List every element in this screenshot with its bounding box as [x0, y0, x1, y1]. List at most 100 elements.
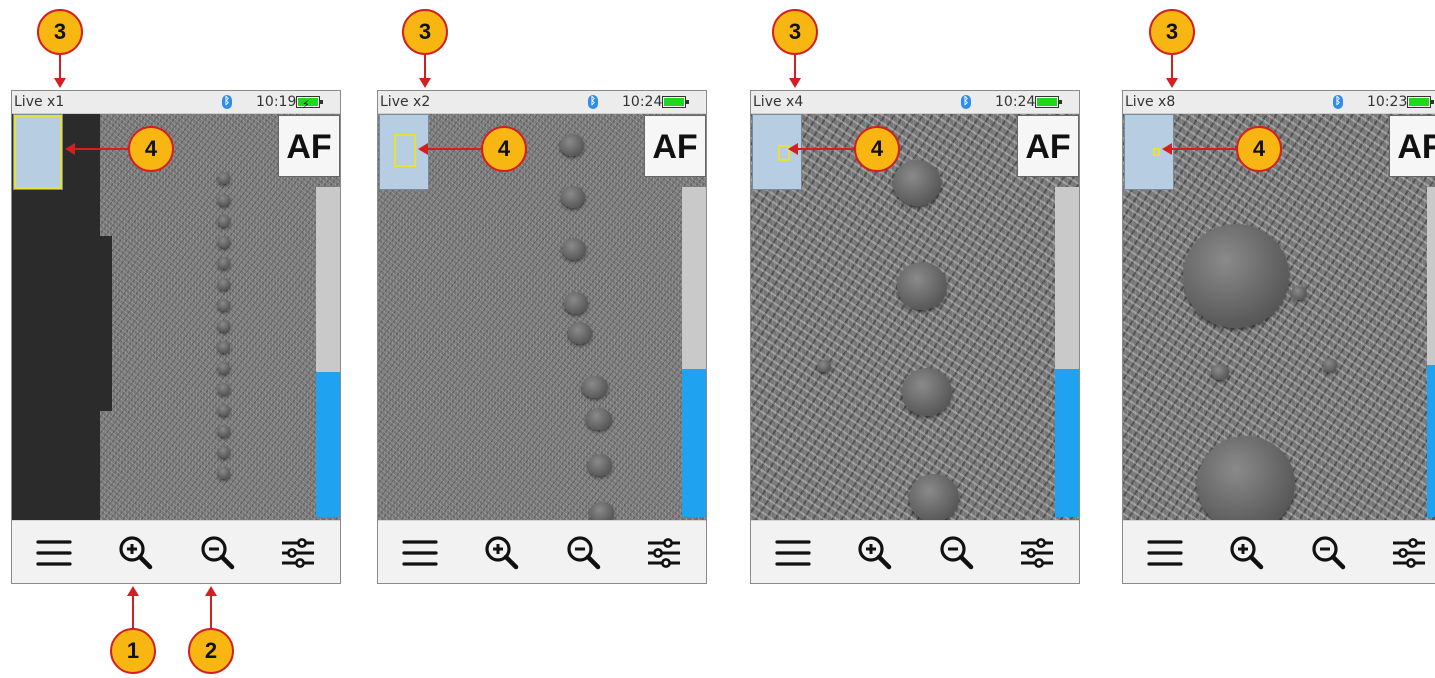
roi-frame: [14, 115, 62, 189]
bottom-toolbar: [12, 520, 340, 583]
settings-sliders-icon: [282, 538, 314, 568]
autofocus-button[interactable]: AF: [278, 115, 340, 177]
weld-spot: [582, 376, 608, 398]
weld-spot: [897, 262, 947, 310]
weld-spot: [218, 215, 230, 227]
weld-spot: [218, 362, 230, 374]
menu-button[interactable]: [773, 533, 813, 573]
settings-button[interactable]: [644, 533, 684, 573]
callout-4: 4: [481, 126, 527, 172]
autofocus-button[interactable]: AF: [1017, 115, 1079, 177]
weld-spot: [1197, 436, 1295, 523]
callout-3: 3: [37, 9, 83, 55]
zoom-in-button[interactable]: [116, 533, 156, 573]
weld-spot: [218, 172, 230, 184]
callout-arrowhead: [418, 143, 428, 155]
settings-sliders-icon: [1393, 538, 1425, 568]
weld-spot: [218, 236, 230, 248]
callout-arrow: [1171, 55, 1173, 79]
weld-spot: [893, 160, 941, 206]
callout-arrow: [59, 55, 61, 79]
weld-spot: [588, 454, 612, 476]
clock: 10:24: [995, 94, 1036, 110]
autofocus-button[interactable]: AF: [1389, 115, 1435, 177]
settings-button[interactable]: [278, 533, 318, 573]
callout-1: 1: [110, 628, 156, 674]
zoom-in-icon: [119, 536, 153, 570]
weld-spot: [1183, 224, 1289, 328]
bottom-toolbar: [1123, 520, 1435, 583]
zoom-out-button[interactable]: [564, 533, 604, 573]
live-camera-view[interactable]: [378, 114, 706, 523]
callout-arrowhead: [1162, 143, 1172, 155]
callout-arrow: [74, 148, 129, 150]
autofocus-button[interactable]: AF: [644, 115, 706, 177]
callout-3: 3: [402, 9, 448, 55]
callout-arrowhead: [127, 586, 139, 596]
callout-arrowhead: [788, 143, 798, 155]
weld-spot: [586, 408, 612, 430]
weld-spot: [560, 134, 584, 156]
callout-4: 4: [1236, 126, 1282, 172]
callout-arrowhead: [54, 78, 66, 88]
menu-button[interactable]: [1145, 533, 1185, 573]
callout-arrow: [132, 595, 134, 629]
weld-spot: [218, 383, 230, 395]
settings-button[interactable]: [1017, 533, 1057, 573]
bluetooth-icon: ᛒ: [1333, 95, 1343, 109]
callout-arrow: [424, 55, 426, 79]
zoom-out-icon: [567, 536, 601, 570]
status-bar: Live x4 ᛒ 10:24: [751, 91, 1079, 114]
zoom-out-icon: [201, 536, 235, 570]
callout-arrow: [427, 148, 482, 150]
zoom-in-button[interactable]: [1227, 533, 1267, 573]
debris-spot: [1211, 364, 1229, 380]
zoom-out-button[interactable]: [1309, 533, 1349, 573]
callout-arrowhead: [205, 586, 217, 596]
callout-arrowhead: [65, 143, 75, 155]
status-bar: Live x2 ᛒ 10:24: [378, 91, 706, 114]
menu-button[interactable]: [400, 533, 440, 573]
live-camera-view[interactable]: [1123, 114, 1435, 523]
focus-bar-fill: [1055, 368, 1079, 517]
status-bar: Live x8 ᛒ 10:23: [1123, 91, 1435, 114]
callout-arrow: [797, 148, 855, 150]
clock: 10:24: [622, 94, 663, 110]
bottom-toolbar: [378, 520, 706, 583]
callout-arrowhead: [789, 78, 801, 88]
debris-spot: [1323, 358, 1337, 372]
zoom-in-button[interactable]: [855, 533, 895, 573]
device-screen-x2: Live x2 ᛒ 10:24 AF: [377, 90, 707, 584]
callout-4: 4: [128, 126, 174, 172]
menu-button[interactable]: [34, 533, 74, 573]
battery-icon: [1407, 96, 1434, 108]
clock: 10:23: [1367, 94, 1408, 110]
settings-button[interactable]: [1389, 533, 1429, 573]
zoom-in-icon: [858, 536, 892, 570]
weld-spot: [218, 446, 230, 458]
zoom-out-button[interactable]: [198, 533, 238, 573]
menu-icon: [402, 540, 438, 566]
roi-frame: [1153, 148, 1160, 156]
focus-bar-fill: [682, 368, 706, 517]
menu-icon: [36, 540, 72, 566]
weld-spot: [218, 425, 230, 437]
callout-arrow: [210, 595, 212, 629]
settings-sliders-icon: [1021, 538, 1053, 568]
zoom-out-icon: [940, 536, 974, 570]
live-camera-view[interactable]: [751, 114, 1079, 523]
zoom-out-icon: [1312, 536, 1346, 570]
settings-sliders-icon: [648, 538, 680, 568]
callout-arrowhead: [419, 78, 431, 88]
live-camera-view[interactable]: [12, 114, 340, 523]
callout-2: 2: [188, 628, 234, 674]
callout-4: 4: [854, 126, 900, 172]
zoom-in-button[interactable]: [482, 533, 522, 573]
callout-arrow: [1171, 148, 1237, 150]
focus-bar-fill: [316, 371, 340, 517]
status-bar: Live x1 ᛒ 10:19 ⚡: [12, 91, 340, 114]
device-screen-x1: Live x1 ᛒ 10:19 ⚡ AF: [11, 90, 341, 584]
zoom-out-button[interactable]: [937, 533, 977, 573]
weld-spot: [218, 278, 230, 290]
menu-icon: [775, 540, 811, 566]
